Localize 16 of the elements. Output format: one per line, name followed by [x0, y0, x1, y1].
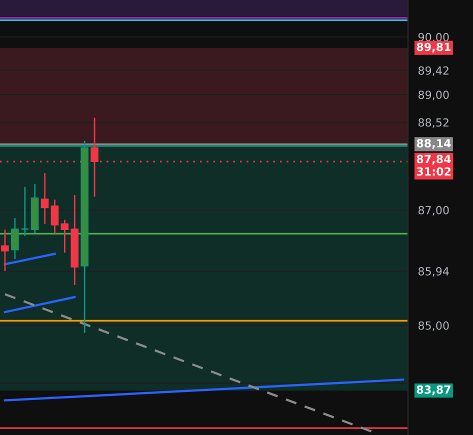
- y-tick-label: 87,00: [418, 206, 449, 216]
- y-tick-label: 90,00: [418, 32, 449, 42]
- candlestick: [11, 217, 19, 260]
- y-tick-label: 85,00: [418, 321, 449, 331]
- candlestick: [60, 219, 69, 254]
- y-tick-label: 89,42: [418, 66, 448, 76]
- candlestick: [50, 198, 59, 234]
- candlestick: [1, 228, 9, 272]
- y-tick-label: 88,52: [418, 118, 448, 128]
- ref-line-label: 87,84 31:02: [416, 154, 451, 176]
- y-tick-label: 89,00: [418, 90, 449, 100]
- band-label: 89,81: [416, 42, 451, 53]
- y-tick-label: 85,94: [418, 267, 449, 277]
- ref-line-label: 88,14: [416, 139, 451, 149]
- candlestick: [40, 172, 49, 225]
- band-label: 83,87: [416, 385, 450, 396]
